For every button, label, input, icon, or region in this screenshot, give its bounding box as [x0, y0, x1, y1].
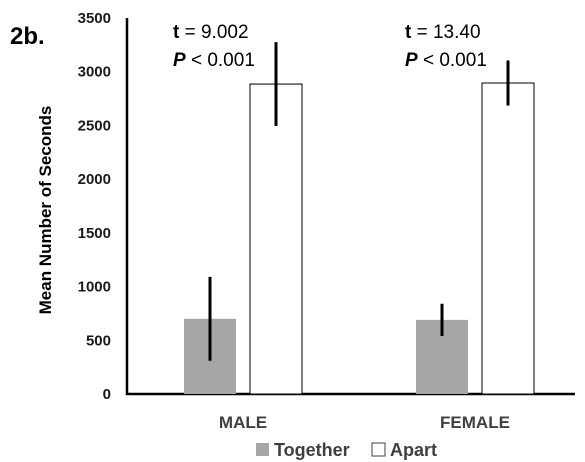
panel-label: 2b.: [10, 23, 45, 50]
y-tick-label: 3000: [78, 64, 111, 81]
legend-label-together: Together: [274, 440, 350, 460]
y-tick-label: 1000: [78, 279, 111, 296]
y-tick-label: 1500: [78, 225, 111, 242]
t-statistic: t = 9.002: [173, 22, 249, 43]
x-category-label: MALE: [219, 413, 267, 432]
legend: Together Apart: [256, 440, 437, 460]
legend-swatch-apart: [371, 442, 386, 457]
x-category-label: FEMALE: [440, 413, 510, 432]
y-tick-label: 2000: [78, 171, 111, 188]
legend-swatch-together: [256, 443, 269, 456]
y-axis-label: Mean Number of Seconds: [36, 106, 55, 315]
p-value: P < 0.001: [405, 50, 487, 71]
y-tick-label: 500: [86, 332, 111, 349]
y-tick-label: 2500: [78, 117, 111, 134]
plot-area: 0 500 1000 1500 2000 2500 3000 3500 MALE t = 9.00…: [78, 10, 575, 432]
p-value: P < 0.001: [173, 50, 255, 71]
legend-label-apart: Apart: [390, 440, 437, 460]
bar-apart-male: [249, 83, 303, 395]
y-tick-label: 3500: [78, 10, 111, 27]
bar-apart-female: [481, 82, 535, 395]
y-tick-label: 0: [103, 386, 111, 403]
t-statistic: t = 13.40: [405, 22, 481, 43]
